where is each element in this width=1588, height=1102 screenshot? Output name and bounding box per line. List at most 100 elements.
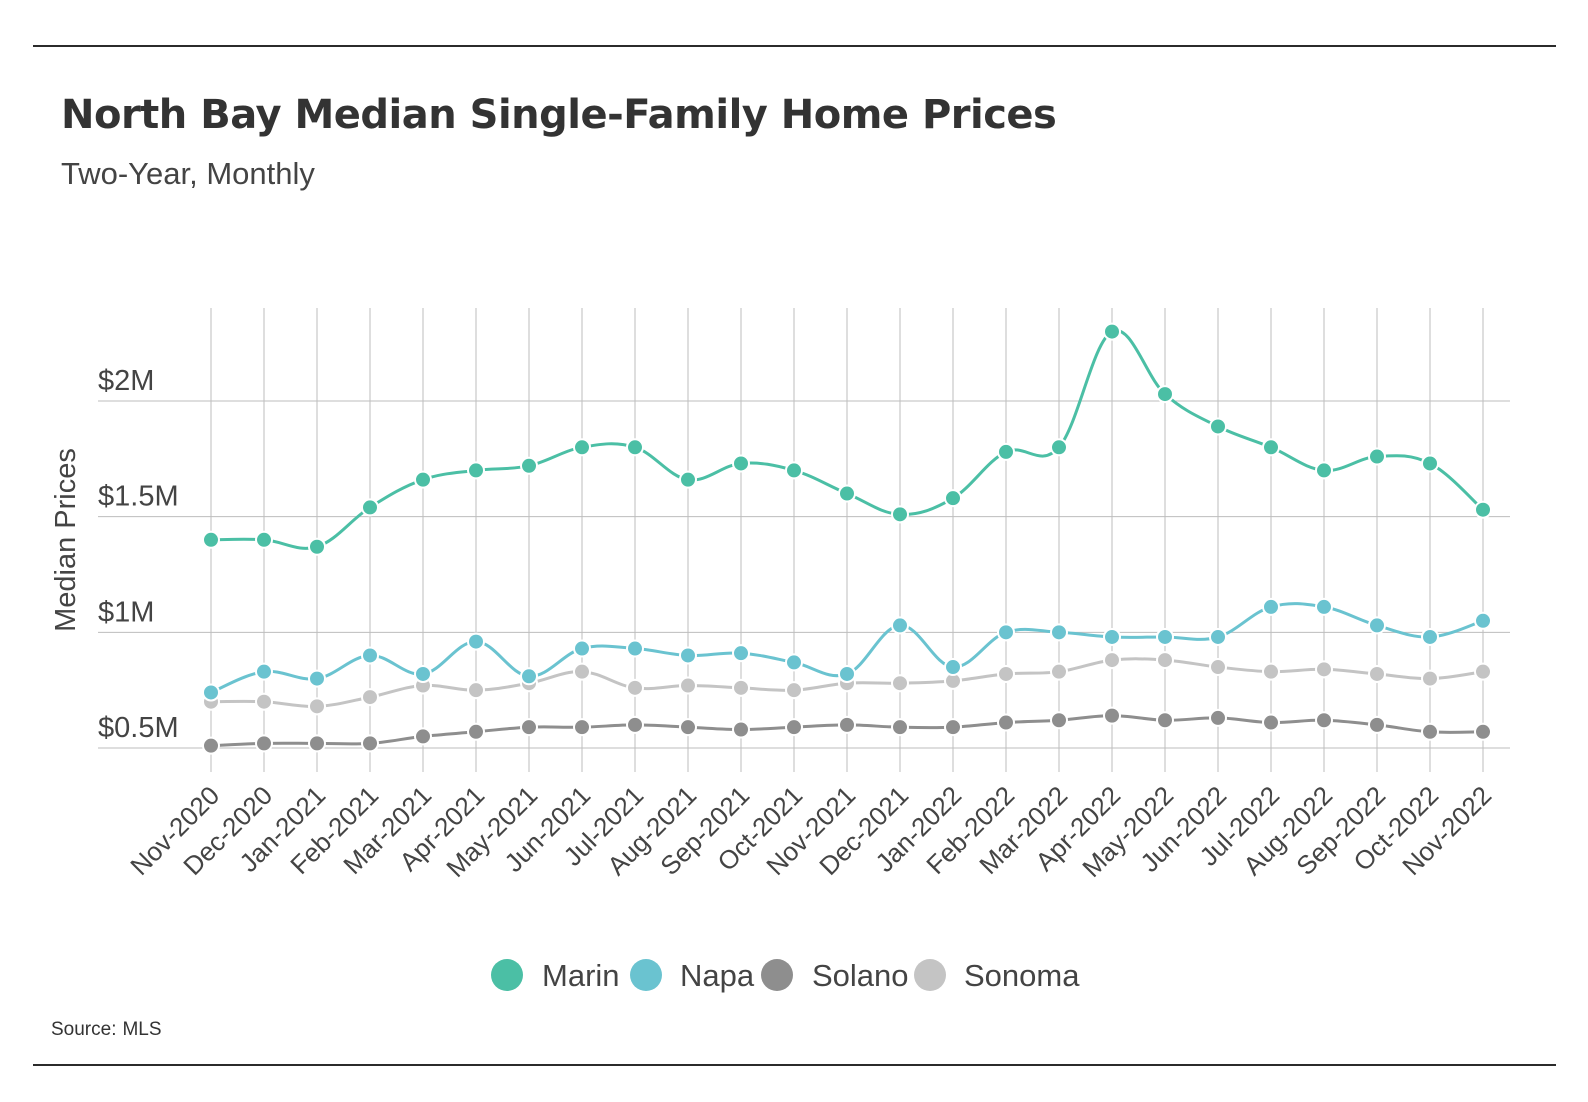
data-point-marin[interactable] <box>838 484 856 503</box>
data-point-marin[interactable] <box>1209 417 1227 436</box>
data-point-napa[interactable] <box>1209 627 1227 646</box>
data-point-marin[interactable] <box>573 438 591 457</box>
data-point-marin[interactable] <box>255 530 273 549</box>
data-point-marin[interactable] <box>1368 447 1386 466</box>
data-point-solano[interactable] <box>1421 722 1439 741</box>
data-point-napa[interactable] <box>1421 627 1439 646</box>
data-point-solano[interactable] <box>944 718 962 737</box>
data-point-sonoma[interactable] <box>255 692 273 711</box>
legend-item-marin[interactable]: Marin <box>491 958 620 993</box>
data-point-sonoma[interactable] <box>626 678 644 697</box>
data-point-marin[interactable] <box>997 442 1015 461</box>
data-point-marin[interactable] <box>414 470 432 489</box>
data-point-sonoma[interactable] <box>997 664 1015 683</box>
data-point-solano[interactable] <box>1474 722 1492 741</box>
data-point-napa[interactable] <box>573 639 591 658</box>
legend-item-napa[interactable]: Napa <box>630 958 755 993</box>
data-point-solano[interactable] <box>255 734 273 753</box>
legend-item-solano[interactable]: Solano <box>761 958 909 993</box>
data-point-napa[interactable] <box>414 664 432 683</box>
data-point-sonoma[interactable] <box>785 681 803 700</box>
data-point-napa[interactable] <box>308 669 326 688</box>
data-point-solano[interactable] <box>202 736 220 755</box>
data-point-solano[interactable] <box>1103 706 1121 725</box>
data-point-solano[interactable] <box>573 718 591 737</box>
data-point-sonoma[interactable] <box>1209 658 1227 677</box>
data-point-marin[interactable] <box>1474 500 1492 519</box>
data-point-napa[interactable] <box>997 623 1015 642</box>
data-point-marin[interactable] <box>626 438 644 457</box>
data-point-sonoma[interactable] <box>1103 651 1121 670</box>
data-point-napa[interactable] <box>838 664 856 683</box>
data-point-napa[interactable] <box>1315 597 1333 616</box>
data-point-marin[interactable] <box>1050 438 1068 457</box>
data-point-solano[interactable] <box>1262 713 1280 732</box>
data-point-marin[interactable] <box>944 489 962 508</box>
data-point-napa[interactable] <box>1050 623 1068 642</box>
data-point-solano[interactable] <box>838 715 856 734</box>
data-point-sonoma[interactable] <box>1368 664 1386 683</box>
data-point-napa[interactable] <box>1474 611 1492 630</box>
data-point-sonoma[interactable] <box>891 674 909 693</box>
data-point-sonoma[interactable] <box>1156 651 1174 670</box>
data-point-napa[interactable] <box>255 662 273 681</box>
data-point-napa[interactable] <box>891 616 909 635</box>
data-point-napa[interactable] <box>944 658 962 677</box>
data-point-solano[interactable] <box>785 718 803 737</box>
data-point-sonoma[interactable] <box>361 688 379 707</box>
data-point-sonoma[interactable] <box>1262 662 1280 681</box>
data-point-marin[interactable] <box>1421 454 1439 473</box>
data-point-solano[interactable] <box>308 734 326 753</box>
data-point-marin[interactable] <box>202 530 220 549</box>
data-point-sonoma[interactable] <box>1474 662 1492 681</box>
data-point-napa[interactable] <box>1262 597 1280 616</box>
data-point-solano[interactable] <box>1315 711 1333 730</box>
data-point-napa[interactable] <box>679 646 697 665</box>
data-point-solano[interactable] <box>997 713 1015 732</box>
data-point-marin[interactable] <box>467 461 485 480</box>
data-point-marin[interactable] <box>891 505 909 524</box>
data-point-marin[interactable] <box>679 470 697 489</box>
data-point-sonoma[interactable] <box>1315 660 1333 679</box>
data-point-marin[interactable] <box>1315 461 1333 480</box>
legend-item-sonoma[interactable]: Sonoma <box>914 958 1080 993</box>
data-point-solano[interactable] <box>414 727 432 746</box>
data-point-solano[interactable] <box>1050 711 1068 730</box>
data-point-marin[interactable] <box>520 456 538 475</box>
data-point-marin[interactable] <box>1262 438 1280 457</box>
data-point-napa[interactable] <box>626 639 644 658</box>
data-point-marin[interactable] <box>308 537 326 556</box>
data-point-marin[interactable] <box>785 461 803 480</box>
data-point-sonoma[interactable] <box>1050 662 1068 681</box>
data-point-napa[interactable] <box>361 646 379 665</box>
data-point-solano[interactable] <box>361 734 379 753</box>
data-point-napa[interactable] <box>202 683 220 702</box>
data-point-solano[interactable] <box>732 720 750 739</box>
data-point-marin[interactable] <box>732 454 750 473</box>
data-point-solano[interactable] <box>891 718 909 737</box>
data-point-napa[interactable] <box>1156 627 1174 646</box>
data-point-sonoma[interactable] <box>467 681 485 700</box>
data-point-napa[interactable] <box>1368 616 1386 635</box>
data-point-solano[interactable] <box>1209 708 1227 727</box>
data-point-napa[interactable] <box>1103 627 1121 646</box>
data-point-sonoma[interactable] <box>573 662 591 681</box>
data-point-marin[interactable] <box>1156 385 1174 404</box>
data-point-sonoma[interactable] <box>732 678 750 697</box>
data-point-napa[interactable] <box>732 644 750 663</box>
data-point-marin[interactable] <box>1103 322 1121 341</box>
data-point-solano[interactable] <box>520 718 538 737</box>
data-point-solano[interactable] <box>679 718 697 737</box>
data-point-solano[interactable] <box>1156 711 1174 730</box>
data-point-solano[interactable] <box>626 715 644 734</box>
data-point-solano[interactable] <box>467 722 485 741</box>
x-axis-ticks: Nov-2020Dec-2020Jan-2021Feb-2021Mar-2021… <box>124 780 1497 883</box>
data-point-napa[interactable] <box>520 667 538 686</box>
data-point-sonoma[interactable] <box>1421 669 1439 688</box>
data-point-sonoma[interactable] <box>308 697 326 716</box>
data-point-napa[interactable] <box>467 632 485 651</box>
data-point-marin[interactable] <box>361 498 379 517</box>
data-point-napa[interactable] <box>785 653 803 672</box>
data-point-sonoma[interactable] <box>679 676 697 695</box>
data-point-solano[interactable] <box>1368 715 1386 734</box>
